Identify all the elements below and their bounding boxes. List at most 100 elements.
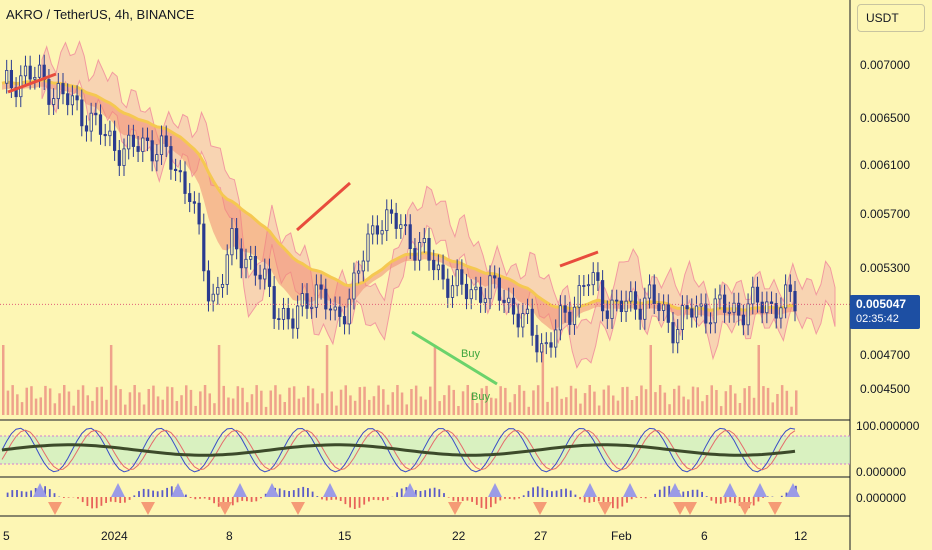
trendline-red — [559, 250, 599, 268]
histogram-bar — [119, 497, 122, 503]
volume-bar — [213, 403, 216, 415]
volume-bar — [551, 387, 554, 415]
volume-bar — [161, 399, 164, 415]
price-axis[interactable]: 0.007000 0.006500 0.006100 0.005700 0.00… — [856, 58, 920, 505]
volume-bar — [593, 391, 596, 415]
volume-bar — [44, 385, 47, 415]
candle-body — [563, 305, 567, 313]
histogram-bar — [536, 486, 539, 497]
candle-body — [737, 302, 741, 316]
last-price-tag: 0.005047 02:35:42 — [850, 295, 920, 329]
volume-bar — [368, 399, 371, 415]
candle-body — [530, 308, 534, 336]
volume-bar — [20, 402, 24, 415]
price-tick: 0.004500 — [860, 382, 910, 396]
histogram-bar — [400, 488, 403, 497]
volume-bar — [227, 397, 230, 415]
candle-body — [516, 313, 520, 328]
histogram-bar — [11, 490, 14, 497]
histogram-bar — [358, 497, 361, 508]
histogram-bar — [77, 497, 79, 499]
volume-bar — [508, 402, 512, 415]
candle-body — [89, 112, 93, 132]
histogram-bar — [471, 497, 473, 502]
volume-bar — [457, 406, 460, 415]
triangle-down-icon — [218, 502, 232, 515]
histogram-bar — [53, 493, 56, 497]
currency-button[interactable]: USDT — [857, 4, 925, 32]
volume-bar — [790, 406, 793, 415]
candle-body — [225, 254, 229, 285]
volume-bar — [217, 345, 221, 415]
histogram-bar — [724, 497, 727, 503]
volume-bar — [11, 385, 14, 415]
volume-bar — [607, 385, 610, 415]
histogram-bar — [485, 497, 488, 509]
volume-bar — [734, 393, 737, 415]
histogram-bar — [762, 497, 764, 498]
volume-bar — [616, 400, 620, 415]
candle-body — [145, 137, 150, 141]
candle-body — [610, 299, 614, 319]
histogram-bar — [588, 497, 591, 503]
volume-bar — [278, 394, 282, 415]
candle-body — [676, 329, 680, 344]
candle-body — [141, 137, 145, 152]
candle-body — [281, 307, 286, 320]
candle-body — [446, 278, 450, 298]
candle-body — [192, 201, 196, 204]
volume-bar — [414, 385, 418, 415]
histogram-bar — [635, 497, 638, 498]
candle-body — [70, 95, 74, 106]
bar-countdown: 02:35:42 — [856, 313, 899, 325]
volume-bar — [579, 403, 582, 415]
candle-body — [150, 140, 154, 162]
volume-bar — [67, 391, 71, 415]
candle-body — [647, 284, 652, 299]
volume-bar — [795, 390, 798, 415]
histogram-bar — [752, 497, 755, 506]
volume-bar — [391, 392, 394, 415]
candle-body — [769, 301, 774, 304]
candle-body — [793, 290, 797, 312]
candle-body — [380, 230, 384, 235]
candle-body — [765, 301, 769, 314]
histogram-bar — [429, 488, 431, 497]
candle-body — [741, 314, 746, 326]
histogram-bar — [729, 497, 732, 503]
candle-body — [535, 334, 539, 353]
candle-body — [662, 304, 666, 311]
volume-bar — [443, 395, 446, 415]
histogram-bar — [217, 497, 220, 507]
volume-bar — [527, 406, 530, 415]
volume-bar — [635, 396, 638, 415]
time-tick: 27 — [534, 529, 548, 543]
hist-tick: 0.000000 — [856, 491, 906, 505]
histogram-bar — [194, 497, 197, 500]
volume-bar — [119, 389, 122, 415]
volume-bar — [522, 390, 526, 415]
volume-bar — [433, 345, 437, 415]
histogram-bar — [203, 497, 206, 499]
candle-body — [784, 284, 788, 309]
volume-bar — [682, 396, 685, 415]
histogram-bar — [166, 487, 168, 497]
candle-body — [324, 288, 328, 310]
triangle-down-icon — [738, 502, 752, 515]
histogram-bar — [499, 497, 502, 501]
volume-bar — [626, 386, 629, 415]
candle-body — [732, 302, 736, 313]
time-axis[interactable]: 5 2024 8 15 22 27 Feb 6 12 — [3, 529, 808, 543]
histogram-bar — [302, 486, 305, 497]
candle-body — [413, 248, 417, 261]
volume-bar — [630, 400, 634, 415]
histogram-triangles — [33, 483, 800, 515]
candle-body — [113, 130, 117, 151]
candle-body — [389, 209, 394, 214]
candle-body — [554, 329, 558, 348]
volume-bar — [316, 403, 319, 415]
volume-bar — [724, 391, 728, 415]
trendline-red — [7, 72, 57, 94]
histogram-bar — [715, 497, 717, 504]
